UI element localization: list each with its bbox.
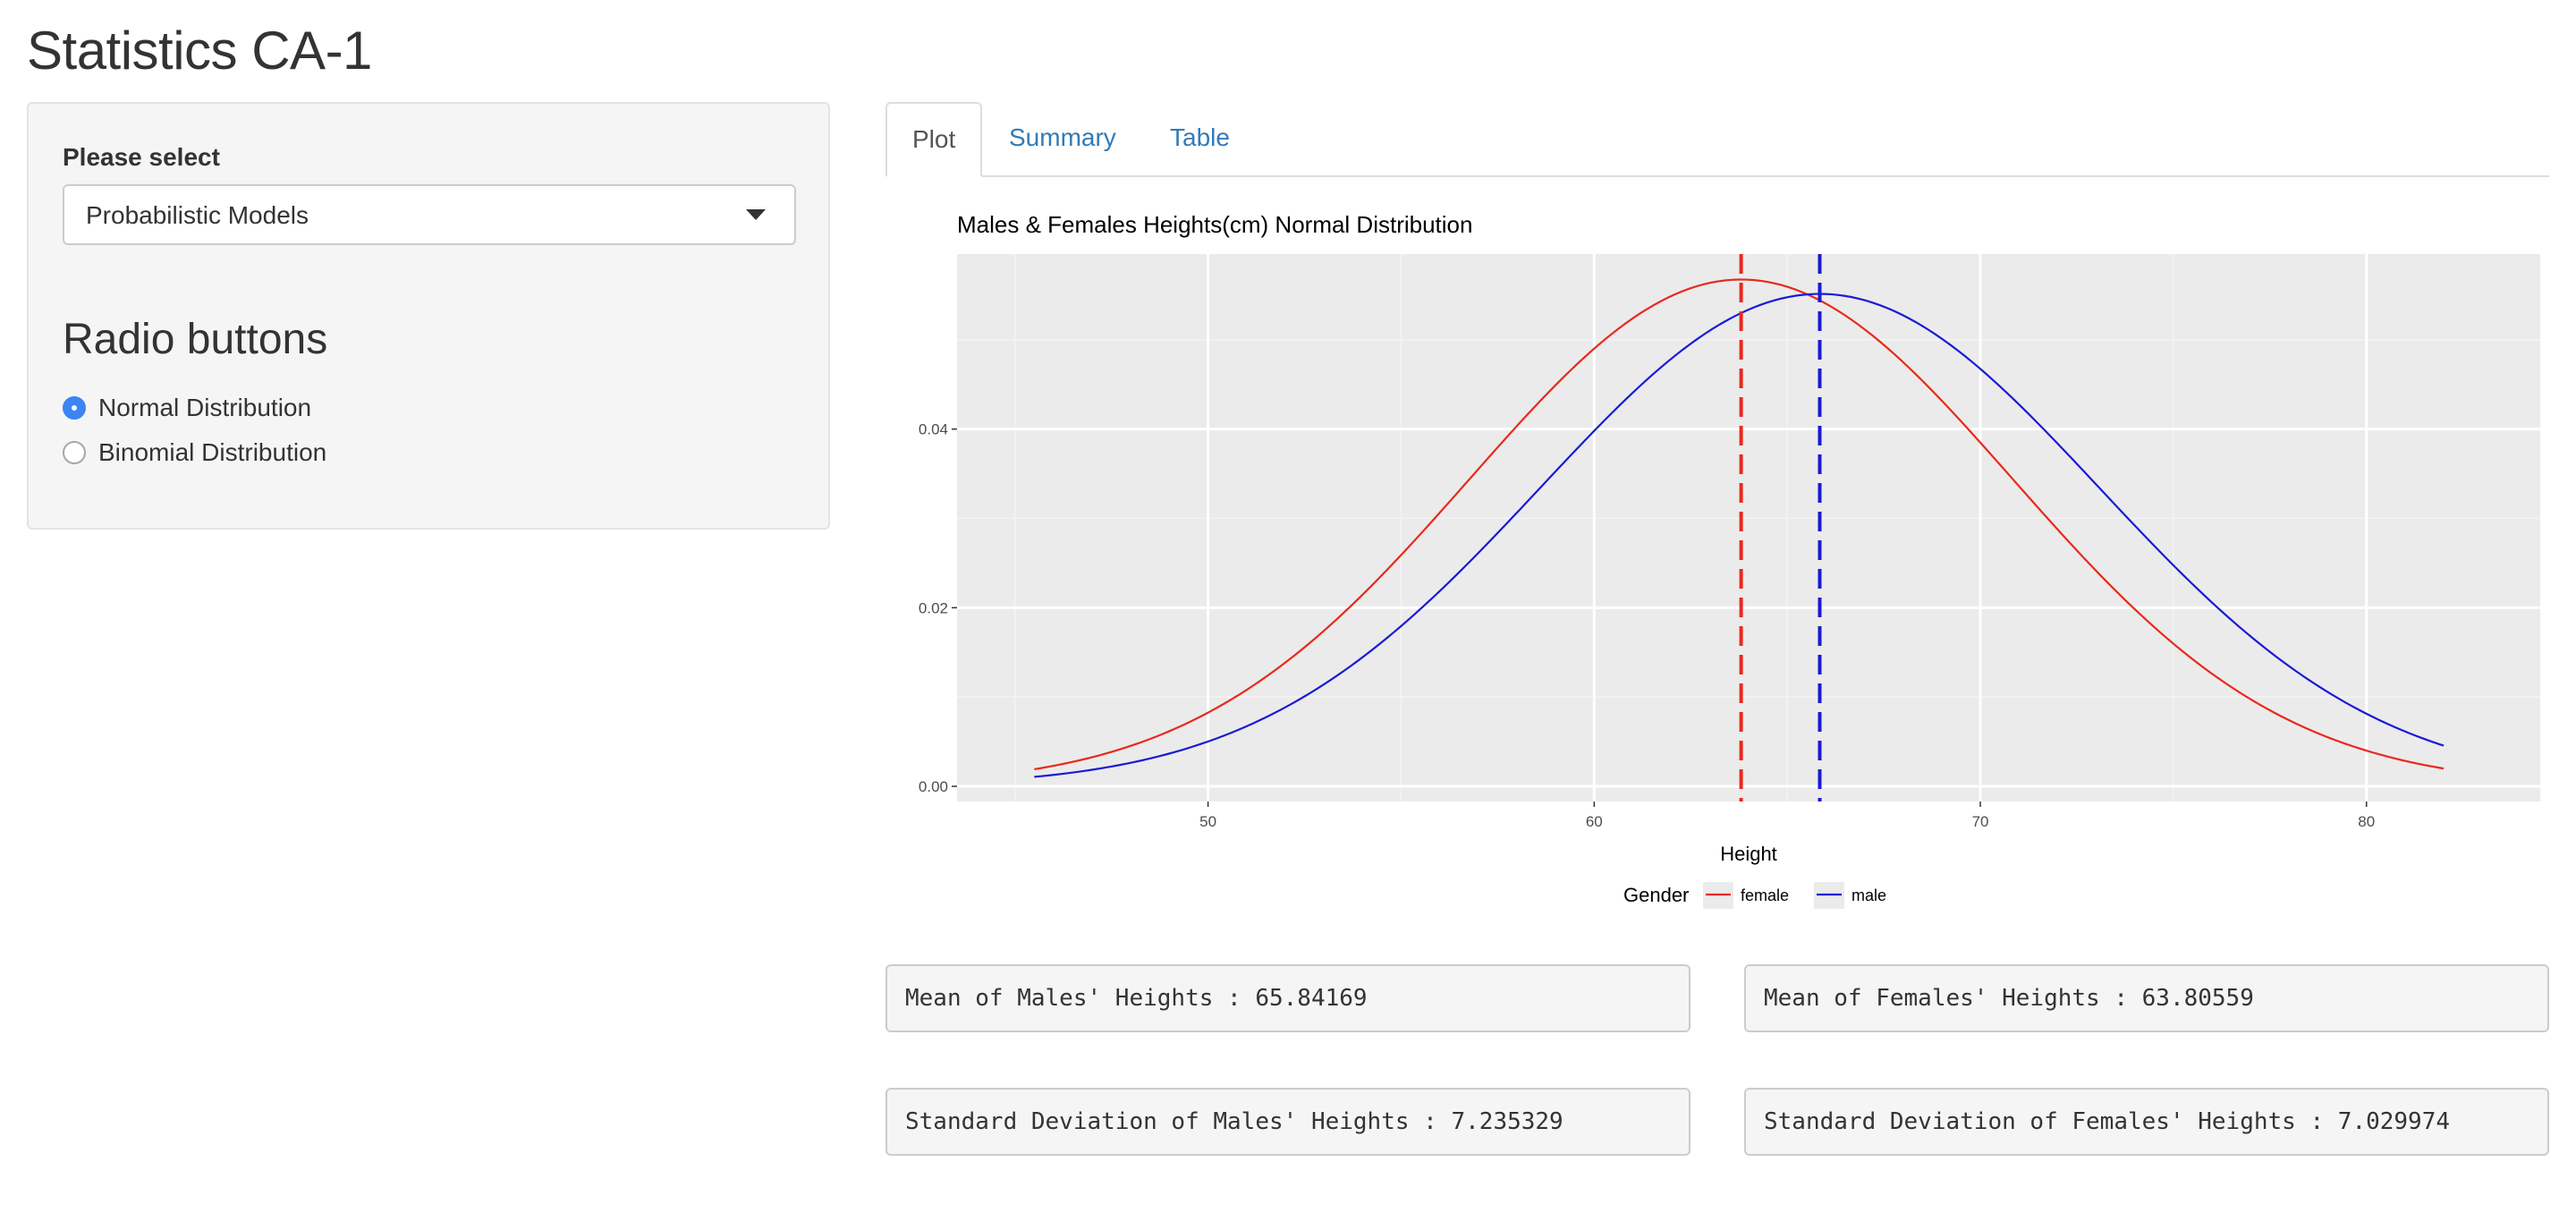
sidebar-panel: Please select Probabilistic Models Radio… xyxy=(27,102,830,530)
radio-label[interactable]: Binomial Distribution xyxy=(98,438,327,466)
legend-label-male: male xyxy=(1852,886,1886,904)
y-tick-label: 0.04 xyxy=(919,421,948,438)
tab-plot[interactable]: Plot xyxy=(886,102,983,177)
male-mean-output: Mean of Males' Heights : 65.84169 xyxy=(886,964,1690,1032)
radio-heading: Radio buttons xyxy=(63,316,328,363)
x-tick-label: 60 xyxy=(1586,813,1603,830)
model-select[interactable]: Probabilistic Models xyxy=(63,184,796,245)
radio-checked-icon[interactable] xyxy=(63,396,86,420)
x-axis-label: Height xyxy=(1720,843,1777,865)
female-mean-output: Mean of Females' Heights : 63.80559 xyxy=(1744,964,2549,1032)
x-tick-label: 70 xyxy=(1972,813,1989,830)
legend-label-female: female xyxy=(1741,886,1789,904)
tab-summary[interactable]: Summary xyxy=(1009,123,1116,151)
radio-normal-distribution[interactable]: Normal Distribution xyxy=(63,390,311,426)
radio-unchecked-icon[interactable] xyxy=(63,441,86,464)
y-tick-label: 0.02 xyxy=(919,599,948,616)
chart-container: Males & Females Heights(cm) Normal Distr… xyxy=(886,200,2549,934)
normal-distribution-chart: Males & Females Heights(cm) Normal Distr… xyxy=(919,211,2540,909)
female-sd-output: Standard Deviation of Females' Heights :… xyxy=(1744,1088,2549,1156)
page-title: Statistics CA-1 xyxy=(27,21,372,81)
male-sd-output: Standard Deviation of Males' Heights : 7… xyxy=(886,1088,1690,1156)
series-line-male xyxy=(1034,293,2445,778)
plot-panel xyxy=(957,254,2540,802)
tab-table[interactable]: Table xyxy=(1170,123,1230,151)
x-tick-label: 50 xyxy=(1199,813,1216,830)
tab-bar: Plot Summary Table xyxy=(886,102,2549,177)
radio-label[interactable]: Normal Distribution xyxy=(98,394,312,421)
chevron-down-icon[interactable] xyxy=(746,209,766,220)
x-tick-label: 80 xyxy=(2358,813,2375,830)
chart-title: Males & Females Heights(cm) Normal Distr… xyxy=(957,211,1472,238)
radio-binomial-distribution[interactable]: Binomial Distribution xyxy=(63,435,326,471)
y-tick-label: 0.00 xyxy=(919,778,948,795)
select-label: Please select xyxy=(63,143,220,171)
legend-title: Gender xyxy=(1623,884,1689,906)
select-value: Probabilistic Models xyxy=(86,201,309,229)
series-line-female xyxy=(1034,278,2445,771)
